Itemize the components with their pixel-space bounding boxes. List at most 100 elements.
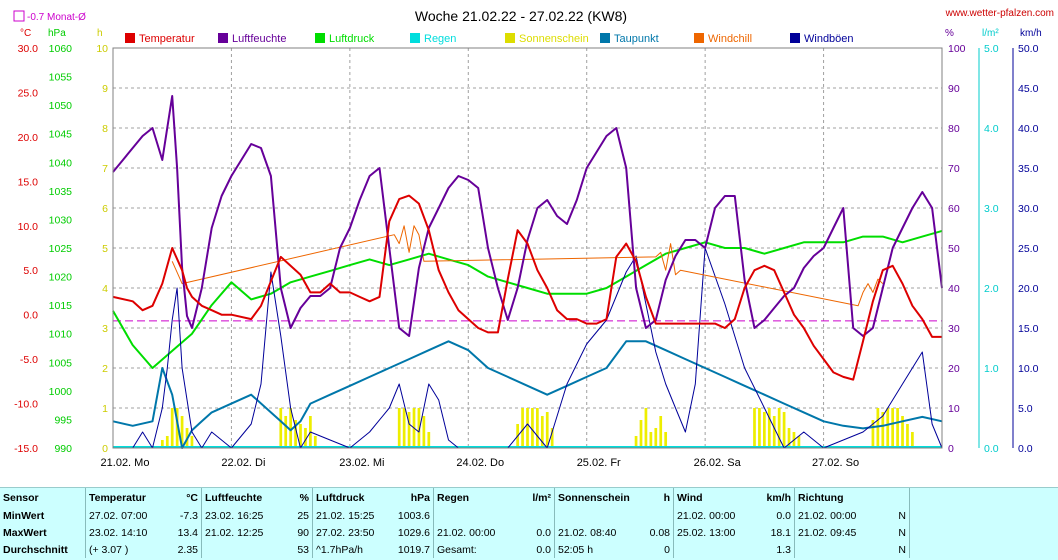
sunshine-bar [911, 432, 914, 448]
axis-tick-pressure_hpa: 1000 [49, 386, 73, 398]
sunshine-bar [180, 416, 184, 448]
row-label: MaxWert [3, 526, 47, 539]
cell-time: 27.02. 23:50 [312, 524, 387, 541]
axis-tick-sunshine_h: 4 [102, 283, 108, 295]
col-dir: Richtung [794, 488, 873, 507]
col-sun: Sonnenschein [554, 488, 637, 507]
sunshine-bar [294, 420, 297, 448]
legend-swatch-2 [315, 33, 325, 43]
axis-tick-temperature_c: 10.0 [18, 221, 39, 233]
sunshine-bar [540, 416, 544, 448]
row-label: Durchschnitt [3, 543, 68, 556]
unit-celsius: °C [20, 28, 31, 39]
cell-time: 21.02. 09:45 [794, 524, 873, 541]
legend: Temperatur Luftfeuchte Luftdruck Regen Sonne… [125, 33, 854, 45]
sunshine-bar [402, 408, 406, 448]
cell-value: 90 [297, 526, 309, 539]
cell-value: 18.1 [770, 526, 791, 539]
unit-hpa: hPa [48, 28, 66, 39]
sunshine-bar [906, 424, 909, 448]
cell-value: 0 [664, 543, 670, 556]
weather-chart: Woche 21.02.22 - 27.02.22 (KW8) www.wett… [13, 8, 1054, 469]
axis-tick-temperature_c: 30.0 [18, 43, 39, 55]
axis-tick-rain_lm2: 4.0 [984, 123, 999, 135]
col-rain: Regen [433, 488, 512, 507]
legend-label-0: Temperatur [139, 33, 195, 45]
axis-tick-humidity_pct: 30 [948, 323, 960, 335]
sunshine-bar [175, 408, 179, 448]
col-empty [909, 488, 1046, 507]
axis-tick-wind_kmh: 10.0 [1018, 363, 1039, 375]
col-rain-unit: l/m² [532, 491, 551, 504]
cell-value: 25 [297, 509, 309, 522]
col-sensor: Sensor [3, 491, 39, 504]
day-label: 25.02. Fr [577, 457, 621, 469]
axis-tick-pressure_hpa: 1020 [49, 272, 73, 284]
axis-tick-temperature_c: 25.0 [18, 87, 39, 99]
axis-tick-wind_kmh: 25.0 [1018, 243, 1039, 255]
cell-empty [909, 507, 1046, 524]
sunshine-bar [531, 408, 534, 448]
col-sun-unit: h [663, 491, 670, 504]
axis-tick-temperature_c: -15.0 [14, 443, 38, 455]
sunshine-bar [417, 408, 421, 448]
cell-value [512, 507, 555, 524]
sunshine-bar [763, 412, 766, 448]
cell-time [794, 541, 873, 558]
stats-row-avg: Durchschnitt (+ 3.07 ) 2.35 53 ^1.7hPa/h… [0, 541, 1046, 558]
sunshine-bar [407, 412, 411, 448]
axis-tick-rain_lm2: 5.0 [984, 43, 999, 55]
sunshine-bar [284, 416, 288, 448]
axis-tick-pressure_hpa: 1015 [49, 300, 73, 312]
axis-tick-pressure_hpa: 1005 [49, 357, 73, 369]
cell-time [554, 507, 637, 524]
cell-time: 25.02. 13:00 [673, 524, 748, 541]
cell-value: N [898, 526, 906, 539]
axis-tick-humidity_pct: 0 [948, 443, 954, 455]
axis-tick-sunshine_h: 10 [96, 43, 108, 55]
axis-tick-wind_kmh: 20.0 [1018, 283, 1039, 295]
axis-tick-pressure_hpa: 1030 [49, 214, 73, 226]
legend-label-5: Taupunkt [614, 33, 659, 45]
day-label: 26.02. Sa [694, 457, 742, 469]
series-line-temperatur [112, 194, 942, 381]
col-press: Luftdruck [312, 488, 387, 507]
axis-tick-temperature_c: -10.0 [14, 399, 38, 411]
axis-tick-temperature_c: -5.0 [20, 354, 38, 366]
unit-kmh: km/h [1020, 28, 1042, 39]
axis-tick-sunshine_h: 6 [102, 203, 108, 215]
cell-value: 1003.6 [397, 509, 430, 522]
sunshine-bar [649, 432, 653, 448]
cell-time: 23.02. 14:10 [85, 524, 160, 541]
axis-tick-temperature_c: 15.0 [18, 176, 39, 188]
axis-tick-pressure_hpa: 1050 [49, 100, 73, 112]
axis-tick-wind_kmh: 35.0 [1018, 163, 1039, 175]
sunshine-bar [521, 408, 524, 448]
legend-swatch-5 [600, 33, 610, 43]
cell-value [637, 507, 674, 524]
cell-value: 0.08 [649, 526, 670, 539]
sunshine-bar [304, 428, 307, 448]
axis-tick-sunshine_h: 8 [102, 123, 108, 135]
series-line-taupunkt [112, 340, 943, 449]
axis-tick-temperature_c: 5.0 [23, 265, 38, 277]
sunshine-bar [165, 436, 169, 448]
cell-value: 0.0 [776, 509, 791, 522]
cell-time: 21.02. 00:00 [433, 524, 512, 541]
site-link[interactable]: www.wetter-pfalzen.com [945, 8, 1054, 19]
legend-label-4: Sonnenschein [519, 33, 589, 45]
cell-time [433, 507, 512, 524]
sunshine-bar [190, 436, 194, 448]
cell-value: 1.3 [776, 543, 791, 556]
stats-row-min: MinWert 27.02. 07:00 -7.3 23.02. 16:25 2… [0, 507, 1046, 524]
cell-value: N [898, 543, 906, 556]
chart-title: Woche 21.02.22 - 27.02.22 (KW8) [415, 8, 627, 24]
sunshine-bar [777, 408, 781, 448]
axis-tick-wind_kmh: 0.0 [1018, 443, 1033, 455]
sunshine-bar [397, 408, 401, 448]
sunshine-bar [767, 408, 771, 448]
axis-tick-humidity_pct: 90 [948, 83, 960, 95]
cell-time: ^1.7hPa/h [312, 541, 387, 558]
axis-tick-wind_kmh: 40.0 [1018, 123, 1039, 135]
cell-time: 27.02. 07:00 [85, 507, 160, 524]
